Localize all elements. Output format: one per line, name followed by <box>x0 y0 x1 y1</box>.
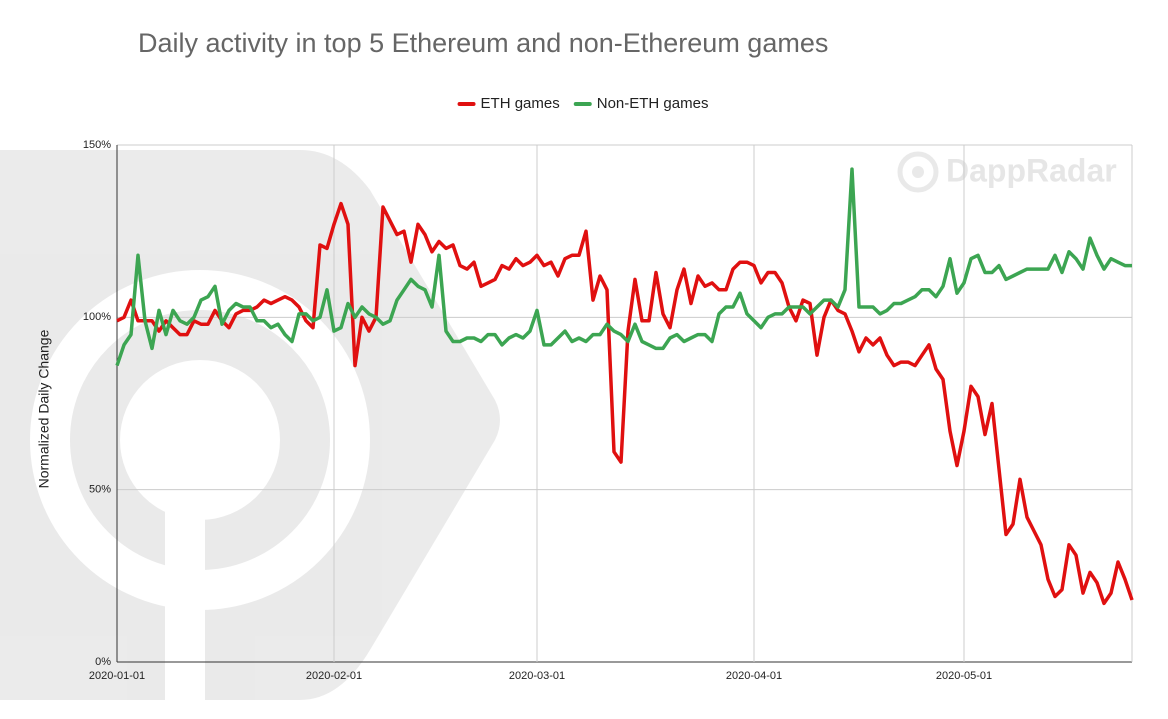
plot-lines <box>115 167 1134 606</box>
legend-label: ETH games <box>481 95 560 112</box>
series-line <box>115 167 1132 367</box>
watermark-text: DappRadar <box>946 152 1117 188</box>
x-tick-label: 2020-02-01 <box>306 670 362 682</box>
legend-label: Non-ETH games <box>597 95 709 112</box>
chart-title: Daily activity in top 5 Ethereum and non… <box>138 28 828 58</box>
legend-item: Non-ETH games <box>573 95 709 112</box>
y-tick-label: 0% <box>95 656 111 668</box>
y-axis-label: Normalized Daily Change <box>36 329 52 488</box>
watermark-mark <box>897 151 939 193</box>
x-tick-label: 2020-05-01 <box>936 670 992 682</box>
grid: 0% 50% 100% 150% 2020-01-01 2020-02-01 2020-03… <box>83 139 1133 682</box>
series-line <box>116 201 1134 606</box>
y-tick-label: 150% <box>83 139 111 151</box>
x-tick-label: 2020-04-01 <box>726 670 782 682</box>
watermark-logo <box>0 150 500 700</box>
legend-item: ETH games <box>457 95 560 112</box>
x-tick-label: 2020-03-01 <box>509 670 565 682</box>
y-tick-label: 100% <box>83 311 111 323</box>
x-tick-label: 2020-01-01 <box>89 670 145 682</box>
y-tick-label: 50% <box>89 484 111 496</box>
legend: ETH games Non-ETH games <box>457 95 709 112</box>
